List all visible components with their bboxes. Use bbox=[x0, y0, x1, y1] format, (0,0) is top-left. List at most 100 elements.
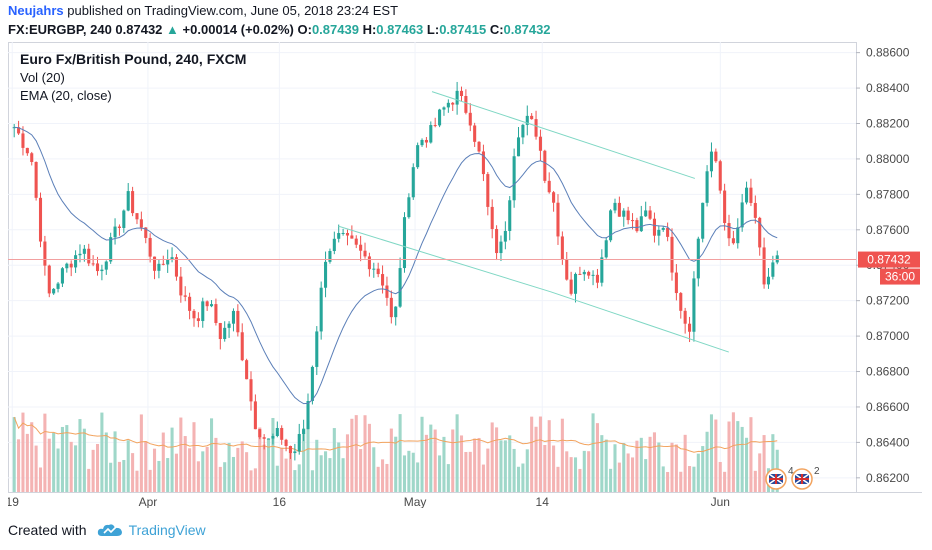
volume-bar bbox=[192, 422, 196, 492]
volume-bar bbox=[521, 463, 525, 492]
volume-bar bbox=[736, 421, 740, 492]
symbol-line: FX:EURGBP, 240 0.87432 ▲ +0.00014 (+0.02… bbox=[8, 22, 551, 37]
volume-bar bbox=[179, 417, 183, 492]
volume-indicator-label[interactable]: Vol (20) bbox=[20, 70, 65, 85]
candle-body bbox=[332, 238, 336, 252]
volume-bar bbox=[201, 451, 205, 492]
volume-bar bbox=[683, 434, 687, 492]
candle-body bbox=[745, 187, 749, 203]
volume-bar bbox=[236, 447, 240, 492]
volume-bar bbox=[332, 428, 336, 492]
volume-bar bbox=[231, 456, 235, 492]
volume-bar bbox=[674, 444, 678, 492]
volume-bar bbox=[692, 466, 696, 492]
time-tick-label: Apr bbox=[139, 495, 158, 508]
volume-bar bbox=[166, 458, 170, 492]
volume-bar bbox=[218, 466, 222, 492]
volume-bar bbox=[113, 431, 117, 492]
volume-bar bbox=[310, 470, 314, 492]
volume-bar bbox=[376, 466, 380, 492]
candle-body bbox=[516, 137, 521, 157]
volume-bar bbox=[253, 468, 257, 492]
candle-body bbox=[758, 217, 762, 248]
candle-body bbox=[157, 263, 161, 271]
volume-bar bbox=[499, 440, 503, 492]
volume-bar bbox=[205, 446, 209, 492]
candles bbox=[12, 81, 779, 461]
volume-bar bbox=[271, 417, 275, 492]
volume-bar bbox=[82, 428, 86, 492]
volume-bar bbox=[284, 458, 288, 492]
candle-body bbox=[231, 310, 235, 324]
volume-bar bbox=[367, 423, 371, 492]
high-label: H: bbox=[362, 22, 377, 37]
candle-body bbox=[718, 161, 722, 191]
candle-body bbox=[122, 210, 126, 228]
price-tick-label: 0.86600 bbox=[866, 400, 910, 414]
volume-bar bbox=[534, 426, 538, 492]
volume-bar bbox=[705, 431, 709, 492]
price-tick-label: 0.86200 bbox=[866, 471, 910, 485]
volume-bar bbox=[617, 462, 621, 492]
candle-body bbox=[17, 127, 21, 134]
candle-body bbox=[424, 139, 428, 143]
volume-bar bbox=[718, 461, 722, 492]
symbol-label: FX:EURGBP, 240 bbox=[8, 22, 112, 37]
tradingview-logo[interactable]: TradingView bbox=[97, 522, 206, 538]
candle-body bbox=[617, 202, 621, 217]
volume-bar bbox=[543, 445, 547, 492]
price-chart[interactable]: 0.88600 0.88400 0.88200 0.88000 0.87800 0.876… bbox=[6, 42, 922, 509]
candle-body bbox=[161, 263, 165, 265]
volume-bar bbox=[582, 450, 586, 492]
candle-body bbox=[297, 434, 301, 452]
price-tick-label: 0.88600 bbox=[866, 46, 910, 60]
volume-bar bbox=[91, 449, 95, 492]
open-label: O: bbox=[297, 22, 312, 37]
volume-bar bbox=[288, 448, 293, 492]
cloud-icon bbox=[97, 524, 122, 536]
candle-body bbox=[117, 226, 121, 228]
ema-indicator-label[interactable]: EMA (20, close) bbox=[20, 88, 112, 103]
candle-body bbox=[578, 273, 582, 275]
volume-bar bbox=[578, 468, 582, 492]
candle-body bbox=[87, 248, 91, 264]
author-name[interactable]: Neujahrs bbox=[8, 3, 64, 18]
volume-bar bbox=[345, 434, 350, 492]
volume-bar bbox=[56, 448, 60, 492]
volume-bar bbox=[372, 447, 376, 492]
candle-body bbox=[547, 180, 551, 193]
volume-bar bbox=[227, 442, 231, 492]
volume-bar bbox=[262, 444, 266, 492]
volume-bar bbox=[749, 417, 753, 492]
volume-bar bbox=[389, 428, 393, 492]
candle-body bbox=[249, 379, 253, 402]
candle-body bbox=[556, 202, 560, 237]
volume-bar bbox=[17, 439, 21, 492]
candle-body bbox=[727, 223, 731, 239]
volume-bar bbox=[477, 437, 481, 492]
candle-body bbox=[74, 255, 78, 268]
candle-body bbox=[740, 202, 744, 228]
volume-bar bbox=[122, 459, 126, 492]
volume-bar bbox=[569, 457, 573, 492]
last-price: 0.87432 bbox=[115, 22, 163, 37]
candle-body bbox=[91, 263, 95, 265]
candle-body bbox=[416, 145, 420, 168]
volume-bar bbox=[319, 455, 323, 492]
volume-bar bbox=[565, 451, 569, 492]
volume-bar bbox=[481, 464, 485, 492]
candle-body bbox=[56, 283, 60, 289]
volume-bar bbox=[696, 453, 700, 492]
candle-body bbox=[170, 257, 174, 260]
candle-body bbox=[148, 237, 152, 257]
volume-bar bbox=[95, 443, 100, 492]
price-change: +0.00014 (+0.02%) bbox=[182, 22, 294, 37]
volume-bar bbox=[47, 438, 51, 492]
volume-bar bbox=[30, 422, 34, 492]
chart-area[interactable]: 0.88600 0.88400 0.88200 0.88000 0.87800 0.876… bbox=[6, 42, 922, 509]
candle-body bbox=[723, 190, 727, 224]
candle-body bbox=[319, 287, 323, 332]
candle-body bbox=[245, 360, 249, 380]
candle-body bbox=[109, 237, 113, 262]
volume-bar bbox=[604, 439, 608, 492]
